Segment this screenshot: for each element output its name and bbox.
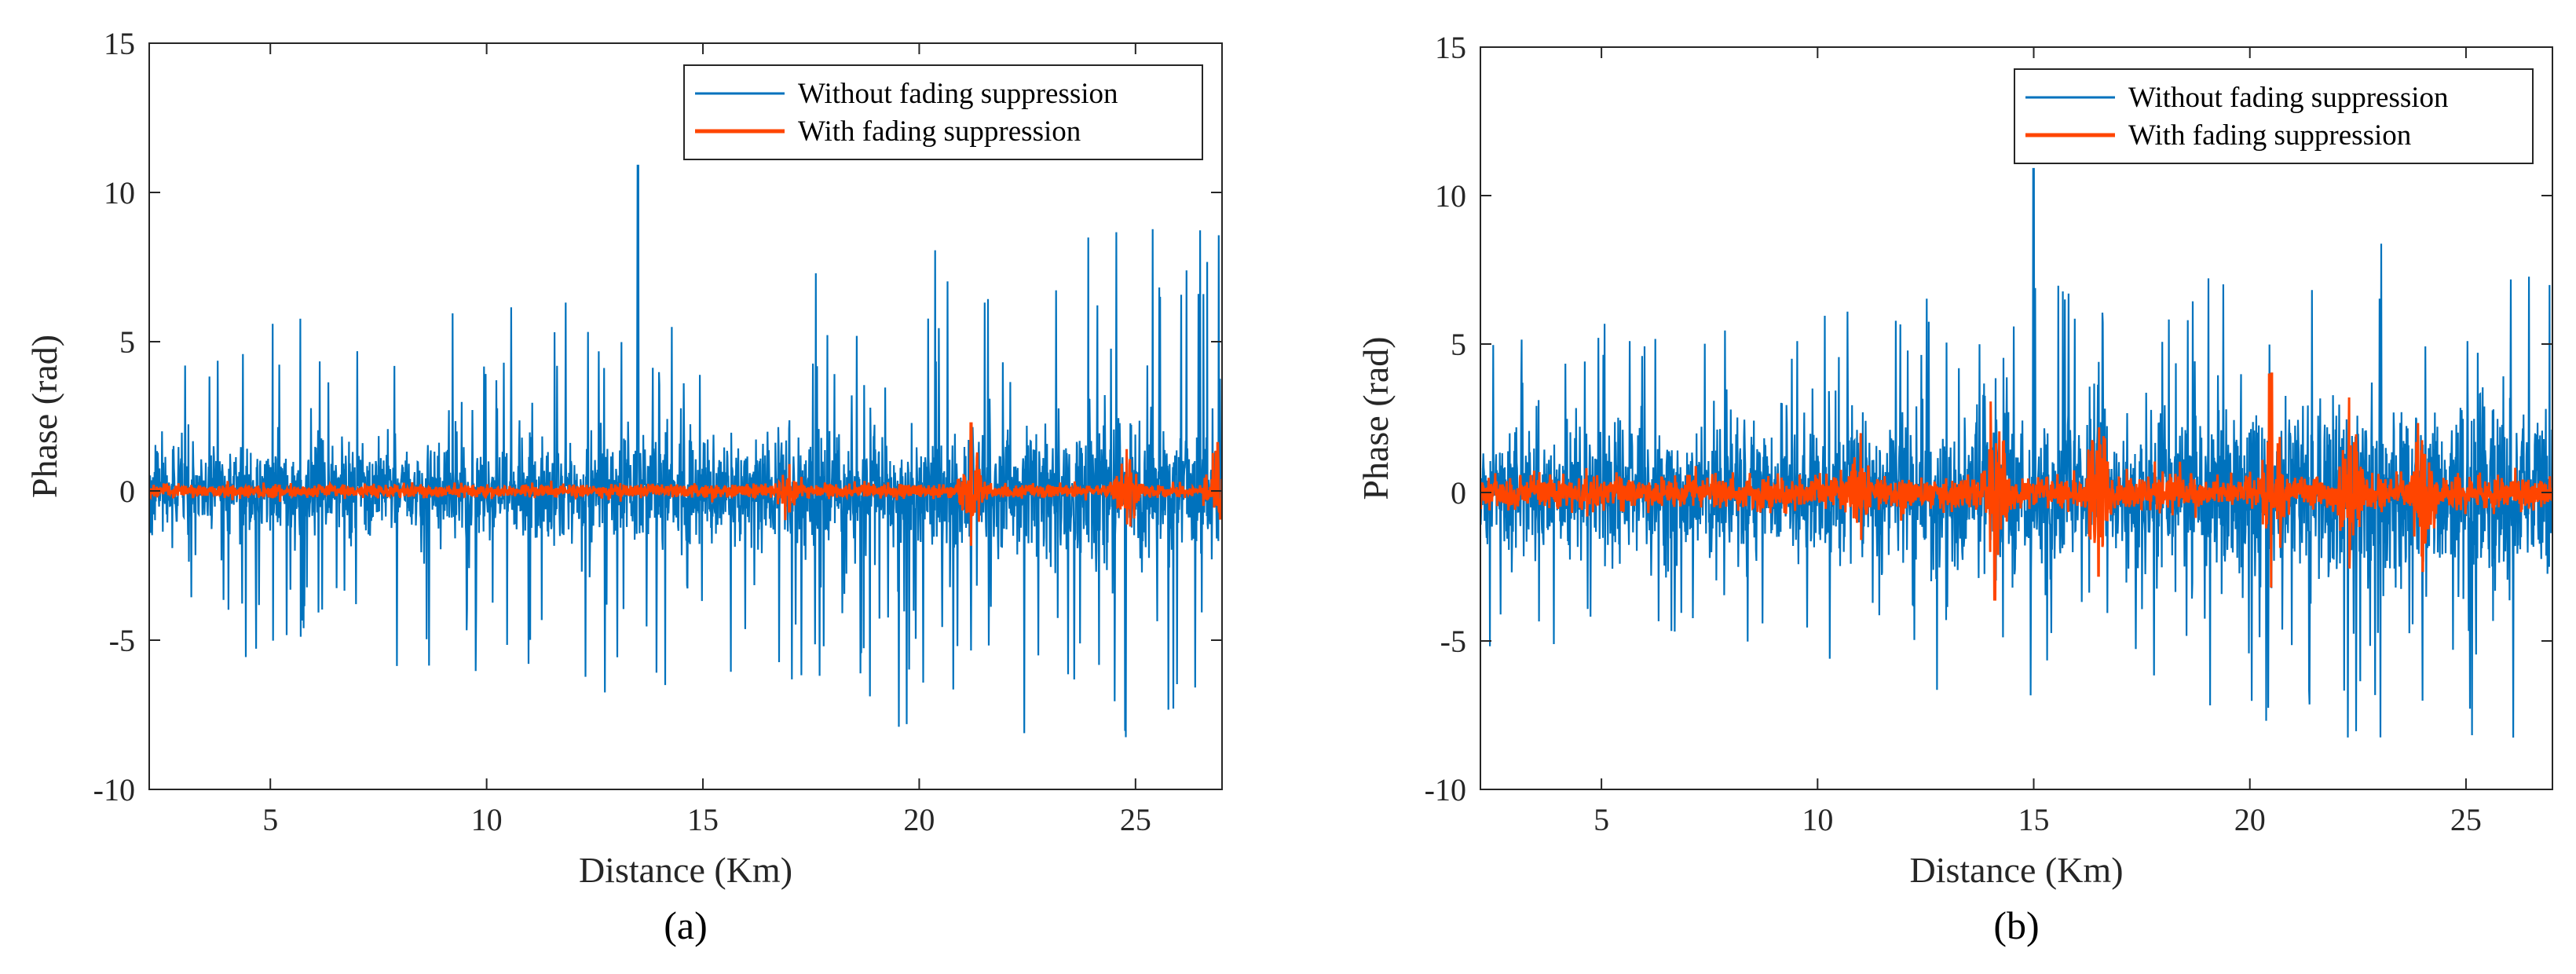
series-with-fading-suppression-line: [1480, 372, 2552, 601]
legend-label-without: Without fading suppression: [798, 78, 1118, 110]
x-tick-label: 15: [687, 802, 719, 837]
y-tick-label: 15: [1435, 30, 1466, 65]
panel-caption: (a): [664, 903, 708, 947]
panel-caption: (b): [1993, 903, 2039, 947]
legend: Without fading suppression With fading su…: [683, 64, 1203, 160]
panel-a: 5 10 15 20 25 -10 -5 0 5 10 15 Distance (Km) Phase (…: [24, 26, 1223, 947]
x-tick-label: 5: [1594, 802, 1609, 837]
x-tick-label: 20: [903, 802, 935, 837]
series-with-fading-suppression-line: [149, 422, 1222, 546]
legend-label-with: With fading suppression: [798, 115, 1081, 148]
panel-b: 5 10 15 20 25 -10 -5 0 5 10 15 Distance (Km) Phase (…: [1356, 30, 2553, 947]
x-axis-label: Distance (Km): [1909, 850, 2123, 890]
y-tick-label: 0: [1451, 475, 1466, 511]
legend-label-without: Without fading suppression: [2128, 82, 2449, 114]
y-tick-label: -5: [109, 623, 135, 658]
series-group: [1480, 167, 2552, 738]
legend: Without fading suppression With fading su…: [2014, 68, 2534, 164]
y-tick-label: 15: [104, 26, 135, 61]
legend-box: [2014, 68, 2534, 164]
x-tick-label: 25: [1120, 802, 1151, 837]
y-tick-label: -10: [1425, 772, 1466, 807]
y-tick-label: 5: [119, 324, 135, 360]
y-tick-label: 10: [1435, 178, 1466, 214]
y-tick-label: -10: [93, 772, 135, 807]
plot-area: [1480, 47, 2552, 789]
legend-label-with: With fading suppression: [2128, 119, 2411, 152]
y-axis-label: Phase (rad): [24, 335, 64, 498]
x-tick-label: 10: [1802, 802, 1833, 837]
y-tick-label: -5: [1440, 624, 1466, 659]
x-axis-label: Distance (Km): [579, 850, 792, 890]
x-tick-label: 10: [471, 802, 503, 837]
axes-box: [148, 42, 1223, 790]
x-tick-label: 25: [2450, 802, 2482, 837]
x-tick-label: 5: [262, 802, 278, 837]
x-tick-label: 20: [2234, 802, 2266, 837]
y-tick-label: 5: [1451, 327, 1466, 362]
legend-box: [683, 64, 1203, 160]
axes-box: [1480, 46, 2553, 790]
y-axis-label: Phase (rad): [1356, 336, 1396, 500]
y-tick-label: 0: [119, 474, 135, 509]
series-group: [149, 164, 1222, 738]
y-tick-label: 10: [104, 175, 135, 211]
x-tick-label: 15: [2018, 802, 2050, 837]
